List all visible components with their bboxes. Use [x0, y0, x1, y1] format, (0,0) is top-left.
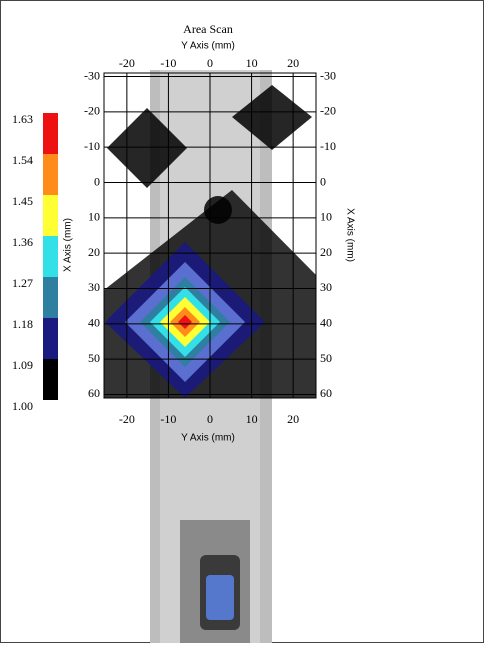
- x-tick-label-bottom: -10: [160, 412, 176, 426]
- y-tick-label-left: 40: [88, 316, 100, 330]
- y-tick-label-left: -30: [84, 68, 100, 82]
- x-tick-label-bottom: 10: [246, 412, 258, 426]
- y-tick-label-right: 20: [320, 245, 332, 259]
- y-tick-label-left: -10: [84, 139, 100, 153]
- y-tick-label-left: -20: [84, 104, 100, 118]
- y-tick-label-right: 60: [320, 386, 332, 400]
- y-tick-label-right: -20: [320, 104, 336, 118]
- y-tick-label-right: 50: [320, 351, 332, 365]
- colorbar-label: 1.36: [12, 235, 33, 249]
- y-tick-label-right: 40: [320, 316, 332, 330]
- colorbar-label: 1.09: [12, 358, 33, 372]
- colorbar-label: 1.45: [12, 194, 33, 208]
- colorbar-label: 1.00: [12, 399, 33, 413]
- colorbar-label: 1.54: [12, 153, 33, 167]
- colorbar-segment: [43, 359, 58, 400]
- y-tick-label-left: 30: [88, 280, 100, 294]
- colorbar-segment: [43, 195, 58, 236]
- y-tick-label-right: -10: [320, 139, 336, 153]
- x-tick-label-top: -20: [119, 56, 135, 70]
- y-axis-label-right: X Axis (mm): [344, 208, 355, 262]
- y-tick-label-right: 30: [320, 280, 332, 294]
- colorbar-segment: [43, 236, 58, 277]
- colorbar-label: 1.27: [12, 276, 33, 290]
- y-tick-label-left: 50: [88, 351, 100, 365]
- colorbar-segment: [43, 277, 58, 318]
- y-tick-label-left: 60: [88, 386, 100, 400]
- y-tick-label-left: 20: [88, 245, 100, 259]
- x-tick-label-top: 10: [246, 56, 258, 70]
- x-axis-label-bottom: Y Axis (mm): [181, 433, 235, 444]
- x-tick-label-top: -10: [160, 56, 176, 70]
- y-tick-label-right: 0: [320, 174, 326, 188]
- x-tick-label-top: 0: [207, 56, 213, 70]
- x-tick-label-bottom: -20: [119, 412, 135, 426]
- x-tick-label-top: 20: [287, 56, 299, 70]
- colorbar-label: 1.18: [12, 317, 33, 331]
- x-tick-label-bottom: 0: [207, 412, 213, 426]
- x-tick-label-bottom: 20: [287, 412, 299, 426]
- y-tick-label-right: -30: [320, 68, 336, 82]
- y-axis-label-left: X Axis (mm): [63, 218, 74, 272]
- colorbar-segment: [43, 318, 58, 359]
- colorbar-segment: [43, 154, 58, 195]
- y-tick-label-left: 10: [88, 210, 100, 224]
- chart-title: Area Scan: [183, 22, 233, 36]
- colorbar-segment: [43, 113, 58, 154]
- y-tick-label-right: 10: [320, 210, 332, 224]
- x-axis-label-top: Y Axis (mm): [181, 41, 235, 52]
- colorbar-label: 1.63: [12, 112, 33, 126]
- y-tick-label-left: 0: [94, 174, 100, 188]
